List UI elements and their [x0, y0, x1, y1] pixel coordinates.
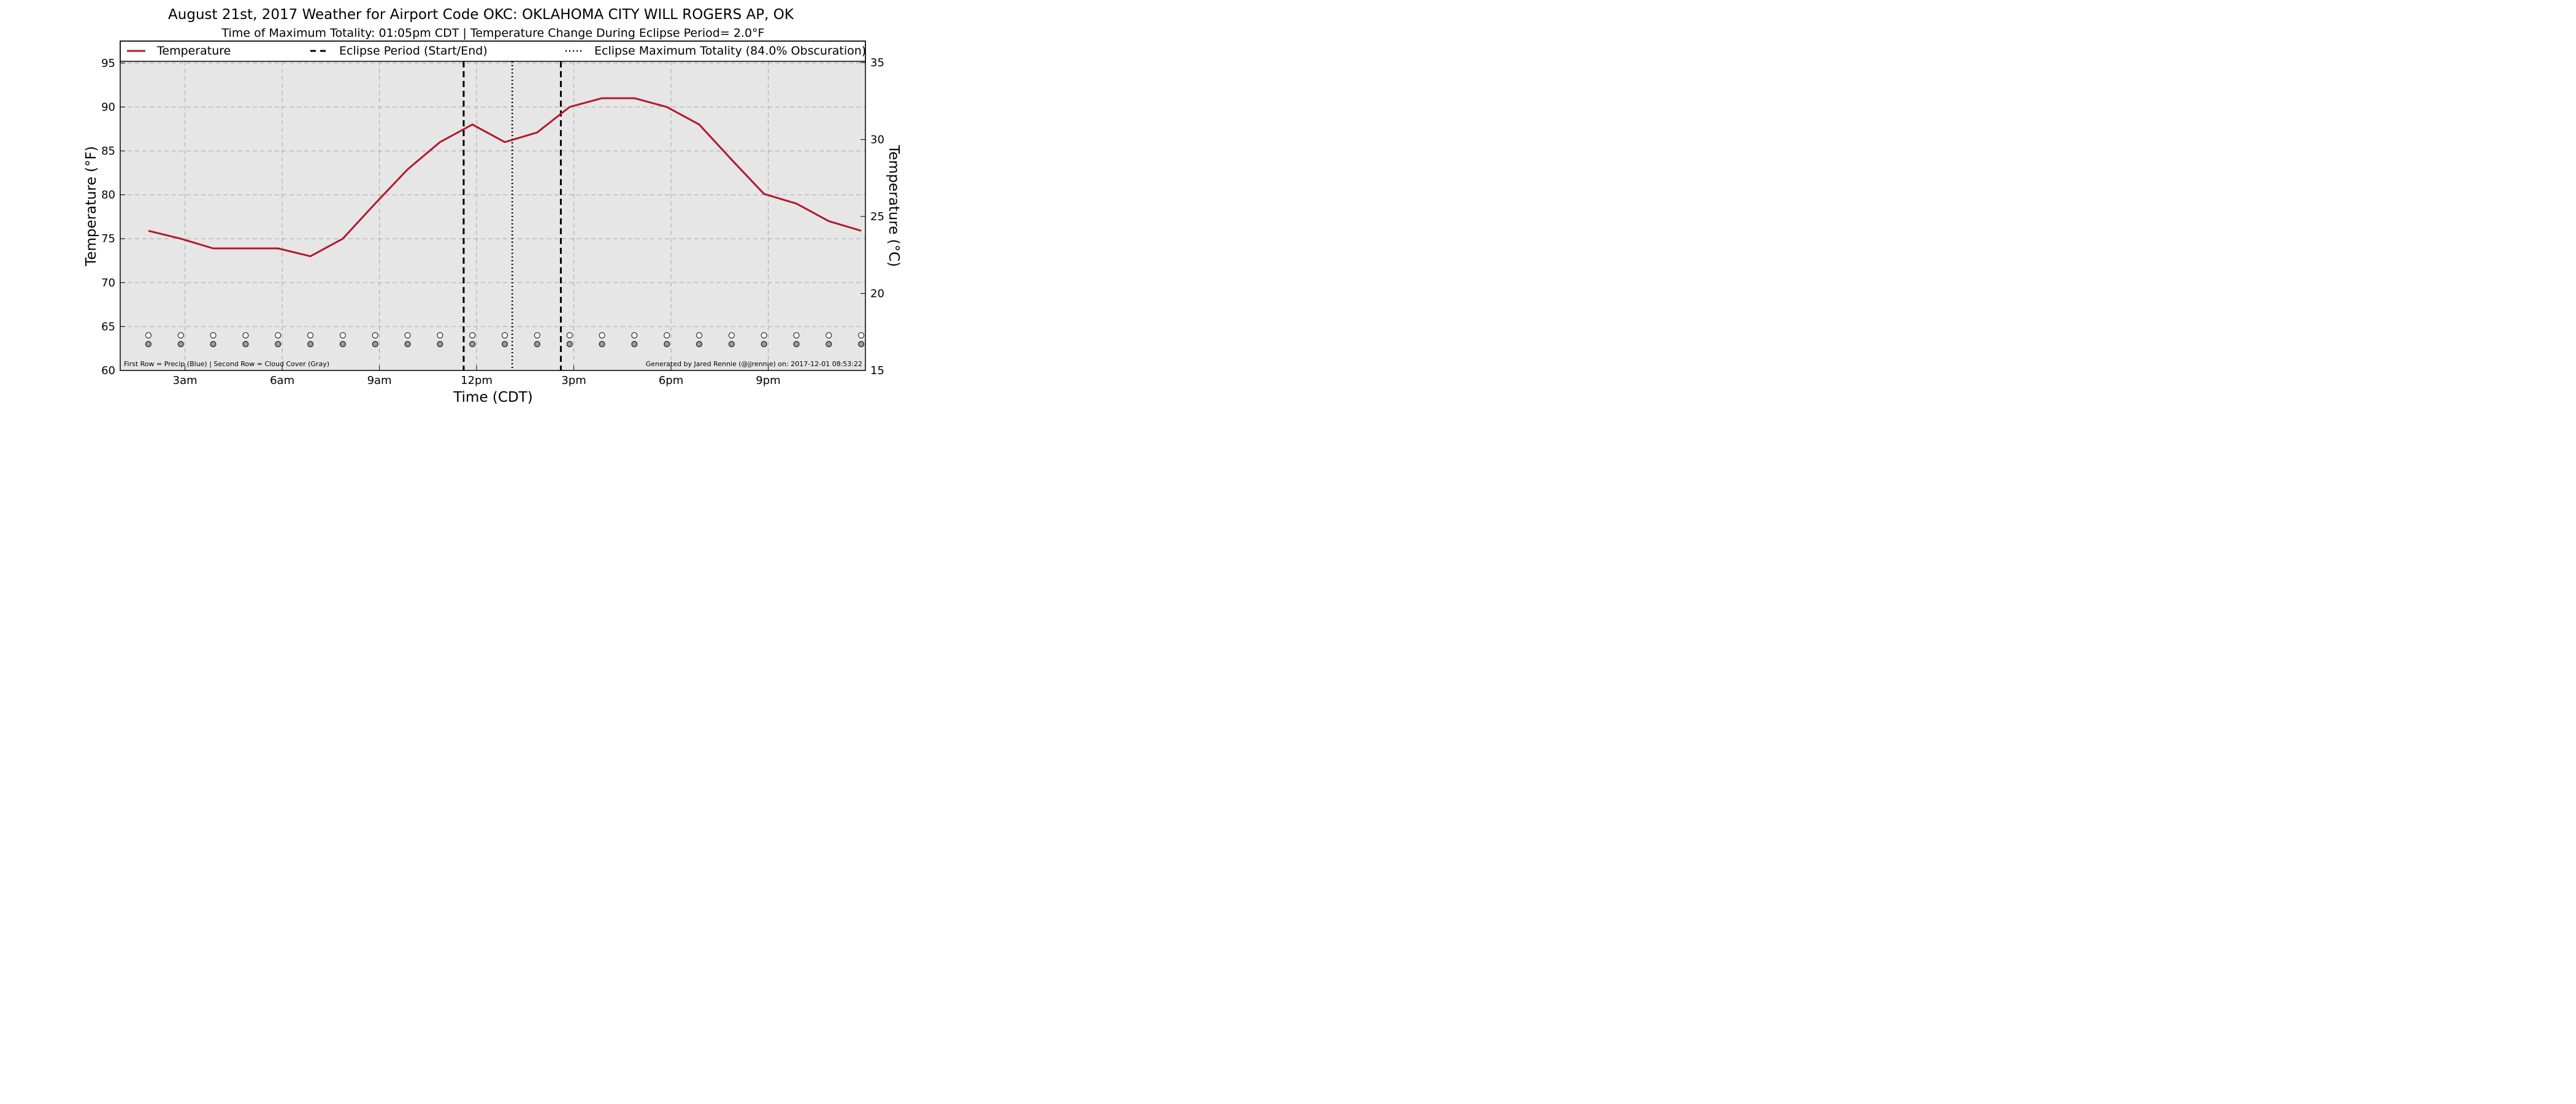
x-tick-label: 6pm	[659, 374, 683, 387]
precip-marker	[275, 332, 282, 339]
cloud-cover-marker	[728, 341, 735, 348]
cloud-cover-marker	[372, 341, 378, 348]
temperature-line	[148, 97, 862, 258]
y-right-tick-label: 25	[870, 210, 884, 223]
cloud-cover-marker	[599, 341, 605, 348]
precip-marker	[177, 332, 184, 339]
cloud-cover-marker	[210, 341, 217, 348]
y-tick-label: 65	[101, 320, 115, 333]
precip-marker	[534, 332, 540, 339]
y-tick-label: 85	[101, 145, 115, 158]
footnote-left: First Row = Precip (Blue) | Second Row =…	[124, 360, 329, 368]
precip-marker	[404, 332, 411, 339]
legend: Temperature Eclipse Period (Start/End) E…	[120, 40, 866, 62]
cloud-cover-marker	[664, 341, 670, 348]
precip-marker	[242, 332, 249, 339]
legend-label-max-totality: Eclipse Maximum Totality (84.0% Obscurat…	[594, 44, 866, 58]
y-right-tick-label: 15	[870, 364, 884, 377]
x-tick-label: 9pm	[756, 374, 780, 387]
cloud-cover-marker	[469, 341, 476, 348]
precip-marker	[826, 332, 832, 339]
plot-background	[120, 41, 865, 370]
chart: August 21st, 2017 Weather for Airport Co…	[83, 7, 902, 405]
precip-marker	[858, 332, 865, 339]
precip-marker	[502, 332, 508, 339]
precip-marker	[339, 332, 346, 339]
cloud-cover-marker	[858, 341, 865, 348]
precip-marker	[372, 332, 378, 339]
y-axis-label-left: Temperature (°F)	[83, 146, 99, 267]
cloud-cover-marker	[177, 341, 184, 348]
x-tick-label: 12pm	[461, 374, 493, 387]
cloud-cover-marker	[145, 341, 151, 348]
cloud-cover-marker	[502, 341, 508, 348]
precip-marker	[793, 332, 800, 339]
series-lines	[148, 97, 862, 258]
precip-marker	[437, 332, 443, 339]
precip-marker	[631, 332, 638, 339]
cloud-cover-marker	[566, 341, 573, 348]
precip-marker	[469, 332, 476, 339]
precip-marker	[599, 332, 605, 339]
cloud-cover-marker	[761, 341, 767, 348]
precip-marker	[664, 332, 670, 339]
x-tick-label: 3am	[173, 374, 197, 387]
cloud-cover-marker	[307, 341, 314, 348]
cloud-cover-marker	[339, 341, 346, 348]
cloud-cover-marker	[631, 341, 638, 348]
cloud-cover-marker	[826, 341, 832, 348]
x-tick-label: 6am	[270, 374, 294, 387]
chart-title: August 21st, 2017 Weather for Airport Co…	[168, 7, 794, 23]
cloud-cover-marker	[793, 341, 800, 348]
cloud-cover-marker	[242, 341, 249, 348]
cloud-cover-marker	[404, 341, 411, 348]
x-tick-label: 3pm	[561, 374, 586, 387]
obs-markers	[145, 332, 865, 348]
precip-marker	[696, 332, 703, 339]
y-right-tick-label: 35	[870, 56, 884, 69]
y-axis-label-right: Temperature (°C)	[886, 145, 902, 267]
axes: 60 65 70 75 80 85 90 95 3am 6am 9am 12pm 3pm 6pm 9pm 15…	[101, 56, 884, 387]
cloud-cover-marker	[437, 341, 443, 348]
cloud-cover-marker	[696, 341, 703, 348]
precip-marker	[210, 332, 217, 339]
precip-marker	[728, 332, 735, 339]
y-tick-label: 90	[101, 101, 115, 113]
cloud-cover-marker	[275, 341, 282, 348]
chart-subtitle: Time of Maximum Totality: 01:05pm CDT | …	[221, 26, 765, 40]
y-tick-label: 60	[101, 364, 115, 377]
precip-marker	[307, 332, 314, 339]
x-axis-label: Time (CDT)	[453, 389, 532, 405]
y-right-tick-label: 30	[870, 133, 884, 146]
footnote-right: Generated by Jared Rennie (@jjrennie) on…	[646, 360, 862, 368]
precip-marker	[145, 332, 151, 339]
y-tick-label: 70	[101, 277, 115, 289]
grid	[120, 61, 865, 370]
precip-marker	[761, 332, 767, 339]
x-tick-label: 9am	[367, 374, 392, 387]
legend-label-eclipse-period: Eclipse Period (Start/End)	[339, 44, 488, 58]
y-right-tick-label: 20	[870, 287, 884, 300]
plot-frame	[120, 40, 866, 371]
y-tick-label: 95	[101, 57, 115, 70]
y-tick-label: 80	[101, 189, 115, 202]
legend-label-temperature: Temperature	[156, 44, 231, 58]
y-tick-label: 75	[101, 232, 115, 245]
cloud-cover-marker	[534, 341, 540, 348]
precip-marker	[566, 332, 573, 339]
